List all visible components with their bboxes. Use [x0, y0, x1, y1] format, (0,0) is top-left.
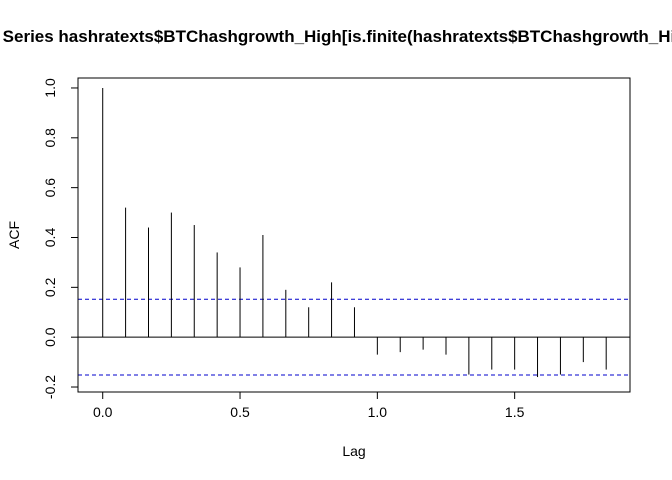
acf-spikes — [102, 87, 607, 378]
confidence-bands — [78, 298, 630, 376]
x-axis-label: Lag — [342, 443, 365, 459]
y-tick-label: 1.0 — [42, 78, 58, 98]
x-axis: 0.0 0.5 1.0 1.5 — [93, 391, 525, 420]
chart-title: Series hashratexts$BTChashgrowth_High[is… — [3, 27, 672, 46]
plot-frame — [77, 77, 631, 393]
y-tick-label: -0.2 — [42, 375, 58, 399]
y-axis: -0.2 0.0 0.2 0.4 0.6 0.8 1.0 — [42, 78, 79, 399]
y-tick-label: 0.8 — [42, 128, 58, 148]
y-tick-label: 0.4 — [42, 228, 58, 248]
x-tick-label: 1.0 — [368, 404, 388, 420]
x-tick-label: 0.0 — [93, 404, 113, 420]
y-tick-label: 0.2 — [42, 277, 58, 297]
x-tick-label: 1.5 — [505, 404, 525, 420]
y-tick-label: 0.6 — [42, 178, 58, 198]
x-tick-label: 0.5 — [230, 404, 250, 420]
y-tick-label: 0.0 — [42, 327, 58, 347]
y-axis-label: ACF — [6, 221, 22, 249]
